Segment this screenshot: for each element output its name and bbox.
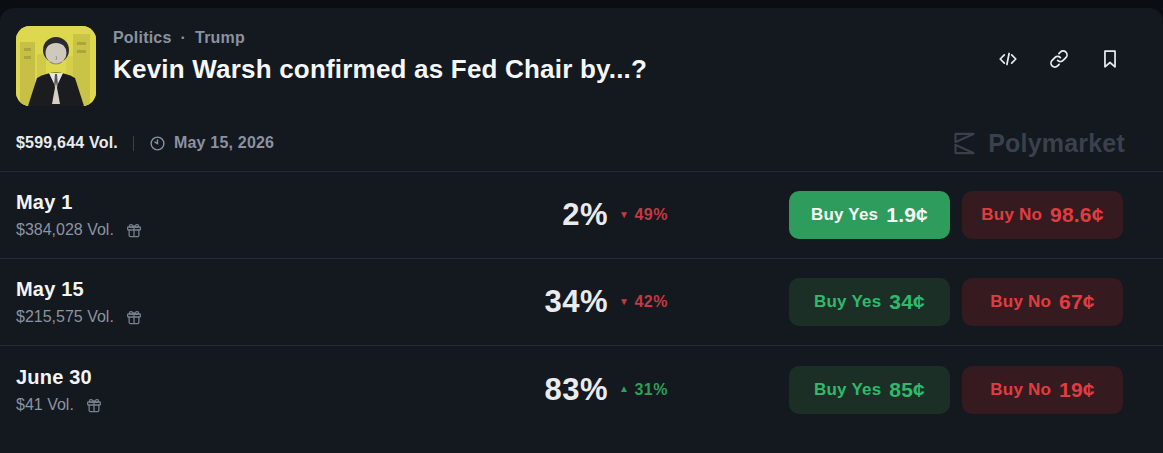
bookmark-icon[interactable] (1099, 48, 1121, 70)
clock-icon (149, 135, 166, 152)
buy-yes-label: Buy Yes (814, 292, 881, 312)
outcome-volume: $384,028 Vol. (16, 221, 498, 239)
outcome-info: May 1 $384,028 Vol. (16, 191, 498, 239)
outcome-volume-text: $384,028 Vol. (16, 221, 114, 239)
polymarket-embed: Politics · Trump Kevin Warsh confirmed a… (0, 0, 1163, 453)
buy-yes-button[interactable]: Buy Yes 34¢ (789, 278, 950, 326)
probability-change: ▲ 31% (619, 381, 769, 399)
total-volume: $599,644 Vol. (16, 134, 118, 152)
change-down-icon: ▼ (619, 209, 629, 220)
outcome-volume: $215,575 Vol. (16, 308, 498, 326)
buy-yes-price: 34¢ (889, 290, 925, 314)
probability-value: 34% (498, 284, 608, 320)
change-up-icon: ▲ (619, 383, 629, 394)
buy-no-label: Buy No (981, 205, 1042, 225)
gift-icon[interactable] (125, 221, 143, 239)
buy-no-price: 98.6¢ (1050, 203, 1104, 227)
copy-link-icon[interactable] (1048, 48, 1070, 70)
header-actions (997, 26, 1121, 70)
outcome-label: June 30 (16, 366, 498, 389)
probability-value: 2% (498, 197, 608, 233)
outcome-volume-text: $215,575 Vol. (16, 308, 114, 326)
outcome-row-june-30: June 30 $41 Vol. (0, 346, 1163, 433)
buy-yes-button[interactable]: Buy Yes 1.9¢ (789, 191, 950, 239)
buy-no-label: Buy No (990, 380, 1051, 400)
market-title: Kevin Warsh confirmed as Fed Chair by...… (113, 54, 647, 85)
buy-no-button[interactable]: Buy No 98.6¢ (962, 191, 1123, 239)
trade-buttons: Buy Yes 34¢ Buy No 67¢ (789, 278, 1123, 326)
trade-buttons: Buy Yes 1.9¢ Buy No 98.6¢ (789, 191, 1123, 239)
breadcrumb-category[interactable]: Politics (113, 29, 172, 47)
outcome-label: May 15 (16, 278, 498, 301)
buy-no-price: 67¢ (1059, 290, 1095, 314)
outcome-label: May 1 (16, 191, 498, 214)
buy-no-label: Buy No (990, 292, 1051, 312)
change-value: 49% (634, 206, 668, 224)
buy-no-button[interactable]: Buy No 67¢ (962, 278, 1123, 326)
end-date: May 15, 2026 (174, 134, 274, 152)
breadcrumb-separator: · (181, 29, 187, 47)
buy-yes-price: 85¢ (889, 378, 925, 402)
change-value: 31% (634, 381, 668, 399)
change-value: 42% (634, 293, 668, 311)
outcome-volume: $41 Vol. (16, 396, 498, 414)
market-card: Politics · Trump Kevin Warsh confirmed a… (0, 8, 1163, 453)
buy-yes-button[interactable]: Buy Yes 85¢ (789, 366, 950, 414)
market-meta: $599,644 Vol. May 15, 2026 Polymarket (0, 106, 1163, 158)
gift-icon[interactable] (125, 308, 143, 326)
outcome-volume-text: $41 Vol. (16, 396, 74, 414)
buy-yes-label: Buy Yes (811, 205, 878, 225)
outcome-row-may-1: May 1 $384,028 Vol. (0, 172, 1163, 259)
outcome-info: June 30 $41 Vol. (16, 366, 498, 414)
outcome-list: May 1 $384,028 Vol. (0, 171, 1163, 433)
probability-change: ▼ 49% (619, 206, 769, 224)
polymarket-logo-text: Polymarket (988, 129, 1125, 158)
probability-value: 83% (498, 372, 608, 408)
gift-icon[interactable] (85, 396, 103, 414)
polymarket-logo-icon (951, 130, 978, 157)
market-header: Politics · Trump Kevin Warsh confirmed a… (0, 8, 1163, 106)
market-avatar-image (16, 26, 96, 106)
buy-yes-label: Buy Yes (814, 380, 881, 400)
buy-yes-price: 1.9¢ (886, 203, 928, 227)
trade-buttons: Buy Yes 85¢ Buy No 19¢ (789, 366, 1123, 414)
polymarket-logo[interactable]: Polymarket (951, 129, 1125, 158)
buy-no-button[interactable]: Buy No 19¢ (962, 366, 1123, 414)
embed-code-icon[interactable] (997, 48, 1019, 70)
probability-change: ▼ 42% (619, 293, 769, 311)
breadcrumb-subcategory[interactable]: Trump (195, 29, 245, 47)
meta-divider (133, 136, 134, 151)
breadcrumb: Politics · Trump (113, 29, 647, 47)
change-down-icon: ▼ (619, 296, 629, 307)
market-heading: Politics · Trump Kevin Warsh confirmed a… (113, 26, 647, 85)
outcome-row-may-15: May 15 $215,575 Vol. (0, 259, 1163, 346)
outcome-info: May 15 $215,575 Vol. (16, 278, 498, 326)
buy-no-price: 19¢ (1059, 378, 1095, 402)
